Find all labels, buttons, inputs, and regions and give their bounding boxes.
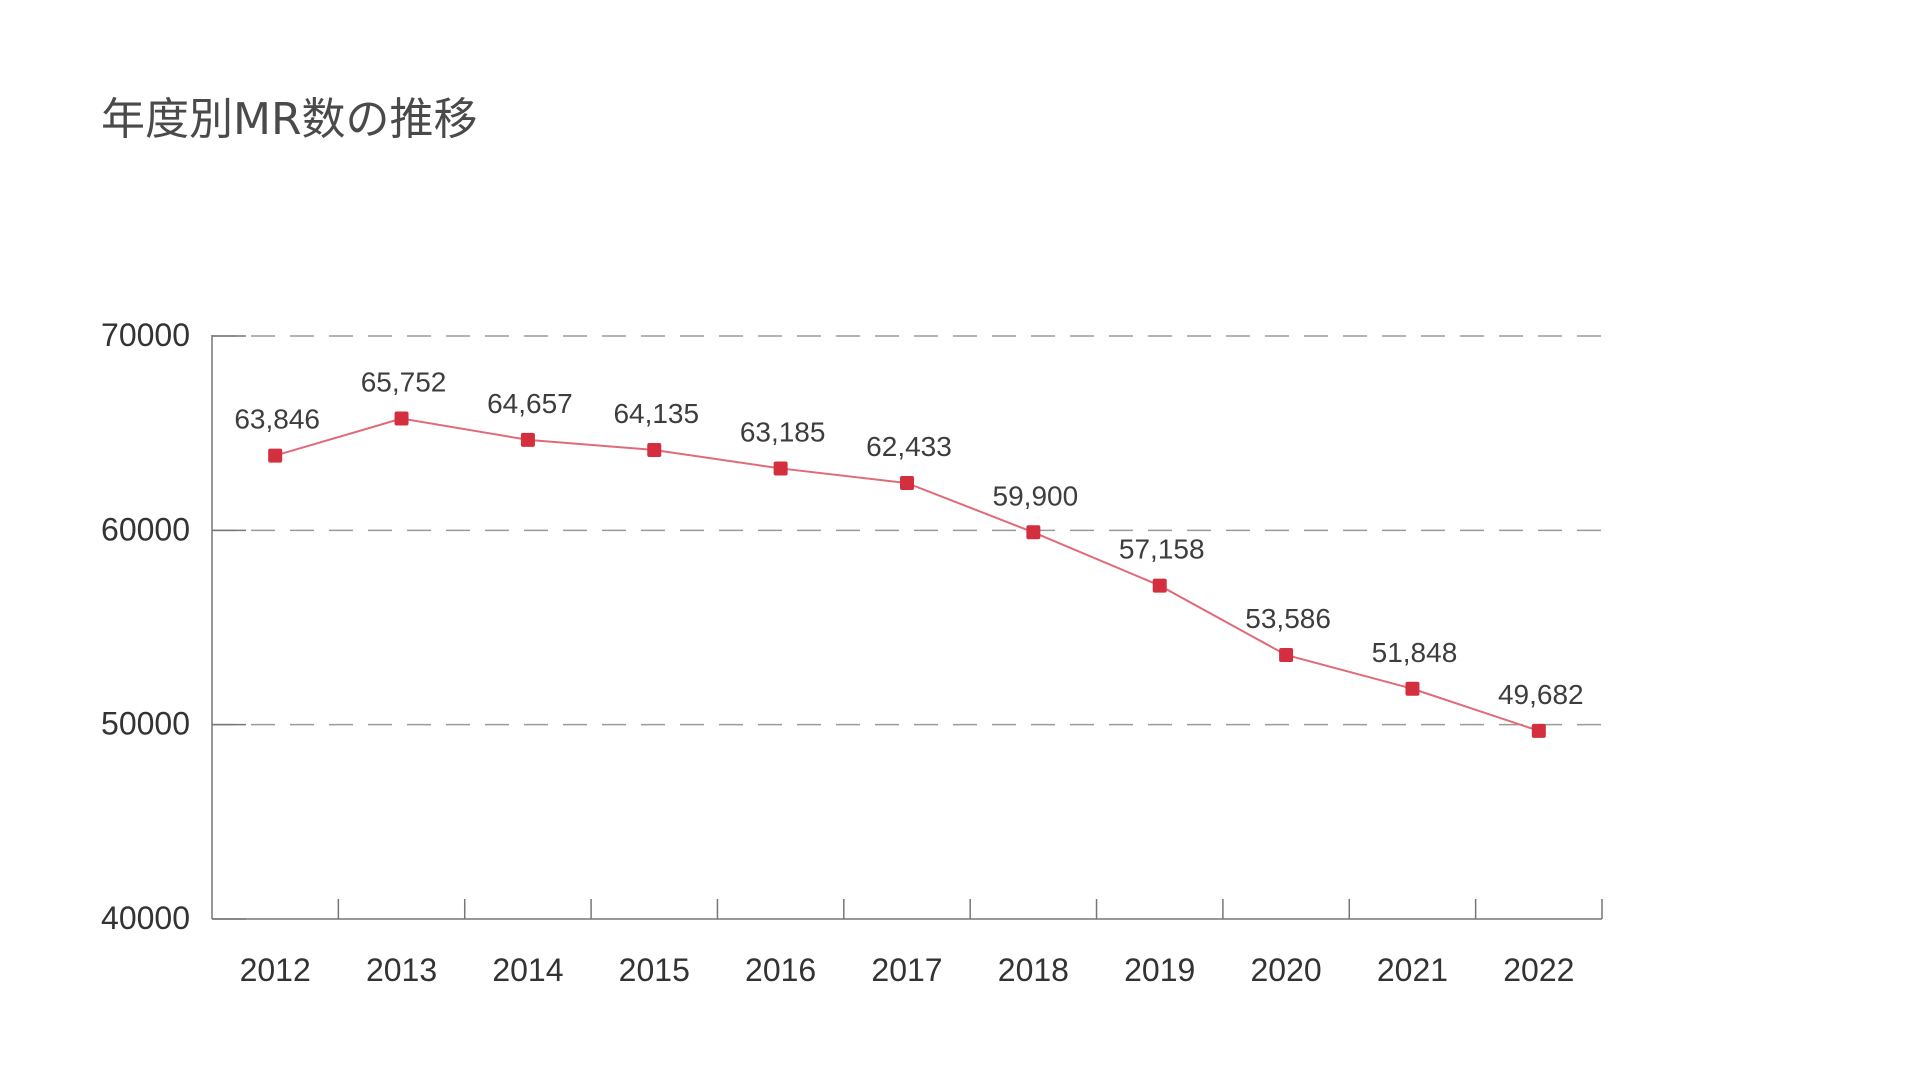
x-tick-label: 2014: [492, 952, 563, 988]
data-label: 62,433: [866, 431, 952, 462]
data-point-marker: [268, 448, 283, 463]
x-tick-label: 2022: [1503, 952, 1574, 988]
series-line-path: [274, 417, 1540, 732]
axes: [211, 335, 1603, 920]
data-point-marker: [1531, 723, 1546, 738]
y-tick-label: 40000: [101, 900, 190, 936]
data-point-marker: [647, 442, 662, 457]
data-label: 64,657: [487, 388, 573, 419]
data-point-marker: [1152, 578, 1167, 593]
data-label: 59,900: [993, 480, 1079, 511]
chart-title: 年度別MR数の推移: [101, 94, 478, 145]
series-line: [274, 417, 1540, 732]
x-tick-label: 2019: [1124, 952, 1195, 988]
data-label: 53,586: [1245, 603, 1331, 634]
x-tick-label: 2018: [998, 952, 1069, 988]
data-point-marker: [394, 411, 409, 426]
x-tick-label: 2015: [619, 952, 690, 988]
data-point-marker: [1026, 525, 1041, 540]
data-label: 49,682: [1498, 679, 1584, 710]
data-point-marker: [900, 476, 914, 491]
x-tick-label: 2016: [745, 952, 816, 988]
data-label: 63,846: [234, 404, 320, 435]
data-point-marker: [520, 432, 535, 447]
data-point-marker: [1279, 647, 1294, 662]
x-tick-label: 2021: [1377, 952, 1448, 988]
data-point-marker: [1405, 681, 1420, 696]
y-tick-label: 60000: [101, 511, 190, 547]
y-tick-label: 50000: [101, 706, 190, 742]
data-label: 65,752: [361, 367, 447, 398]
x-tick-label: 2017: [871, 952, 942, 988]
y-tick-label: 70000: [101, 317, 190, 353]
data-label: 64,135: [613, 398, 699, 429]
x-tick-label: 2013: [366, 952, 437, 988]
data-point-marker: [773, 461, 788, 476]
data-label: 51,848: [1372, 637, 1458, 668]
x-tick-labels: 2012 2013 2014 2015 2016 2017 2018 2019 2020 2021…: [240, 952, 1575, 988]
data-label: 57,158: [1119, 534, 1205, 565]
series-markers: [268, 411, 1546, 738]
data-labels: 63,846 65,752 64,657 64,135 63,185 62,433 59,9…: [234, 367, 1583, 710]
data-label: 63,185: [740, 416, 826, 447]
y-tick-labels: 40000 50000 60000 70000: [101, 317, 190, 936]
x-tick-label: 2012: [240, 952, 311, 988]
x-tick-label: 2020: [1250, 952, 1321, 988]
